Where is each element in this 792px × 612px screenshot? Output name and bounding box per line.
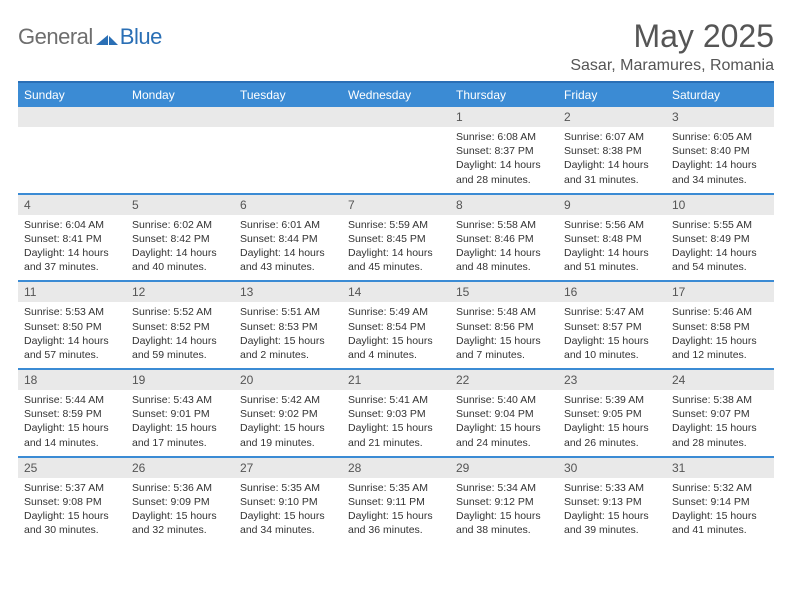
day-number-cell: 15 [450,281,558,302]
day-details-row: Sunrise: 6:04 AM Sunset: 8:41 PM Dayligh… [18,215,774,282]
day-details-cell: Sunrise: 5:58 AM Sunset: 8:46 PM Dayligh… [450,215,558,282]
day-number-cell: 19 [126,369,234,390]
day-number-cell: 1 [450,107,558,127]
day-details-cell: Sunrise: 6:01 AM Sunset: 8:44 PM Dayligh… [234,215,342,282]
day-details-row: Sunrise: 5:44 AM Sunset: 8:59 PM Dayligh… [18,390,774,457]
day-details-cell: Sunrise: 5:48 AM Sunset: 8:56 PM Dayligh… [450,302,558,369]
dayhead-sat: Saturday [666,82,774,107]
day-number-cell: 8 [450,194,558,215]
day-number-cell: 29 [450,457,558,478]
day-number-cell: 2 [558,107,666,127]
day-number-cell: 13 [234,281,342,302]
calendar-body: 123Sunrise: 6:08 AM Sunset: 8:37 PM Dayl… [18,107,774,543]
day-number-cell: 18 [18,369,126,390]
day-details-cell: Sunrise: 5:53 AM Sunset: 8:50 PM Dayligh… [18,302,126,369]
title-block: May 2025 Sasar, Maramures, Romania [570,18,774,75]
day-details-cell: Sunrise: 5:40 AM Sunset: 9:04 PM Dayligh… [450,390,558,457]
day-details-cell: Sunrise: 5:32 AM Sunset: 9:14 PM Dayligh… [666,478,774,544]
day-details-cell [18,127,126,194]
day-number-cell [342,107,450,127]
day-details-cell: Sunrise: 5:56 AM Sunset: 8:48 PM Dayligh… [558,215,666,282]
logo-triangle-icon [96,29,118,45]
day-details-cell: Sunrise: 5:55 AM Sunset: 8:49 PM Dayligh… [666,215,774,282]
day-number-cell: 30 [558,457,666,478]
day-number-cell: 14 [342,281,450,302]
day-number-cell: 11 [18,281,126,302]
day-number-row: 18192021222324 [18,369,774,390]
day-number-cell: 20 [234,369,342,390]
day-number-cell: 28 [342,457,450,478]
day-details-cell: Sunrise: 5:42 AM Sunset: 9:02 PM Dayligh… [234,390,342,457]
day-number-cell: 5 [126,194,234,215]
day-number-cell: 27 [234,457,342,478]
day-details-cell: Sunrise: 5:46 AM Sunset: 8:58 PM Dayligh… [666,302,774,369]
header: General Blue May 2025 Sasar, Maramures, … [18,18,774,75]
day-details-cell [342,127,450,194]
day-details-cell: Sunrise: 5:33 AM Sunset: 9:13 PM Dayligh… [558,478,666,544]
day-details-cell: Sunrise: 5:38 AM Sunset: 9:07 PM Dayligh… [666,390,774,457]
day-number-cell: 22 [450,369,558,390]
day-number-cell: 24 [666,369,774,390]
day-number-cell: 7 [342,194,450,215]
day-number-cell [126,107,234,127]
day-number-cell: 21 [342,369,450,390]
day-number-cell: 3 [666,107,774,127]
day-details-cell: Sunrise: 6:02 AM Sunset: 8:42 PM Dayligh… [126,215,234,282]
day-number-cell: 26 [126,457,234,478]
logo-text-general: General [18,24,93,50]
logo-text-blue: Blue [120,24,162,50]
day-details-row: Sunrise: 6:08 AM Sunset: 8:37 PM Dayligh… [18,127,774,194]
calendar-table: Sunday Monday Tuesday Wednesday Thursday… [18,81,774,543]
day-details-cell: Sunrise: 5:36 AM Sunset: 9:09 PM Dayligh… [126,478,234,544]
day-details-cell: Sunrise: 6:05 AM Sunset: 8:40 PM Dayligh… [666,127,774,194]
month-title: May 2025 [570,18,774,55]
day-header-row: Sunday Monday Tuesday Wednesday Thursday… [18,82,774,107]
day-number-row: 11121314151617 [18,281,774,302]
day-details-cell: Sunrise: 5:41 AM Sunset: 9:03 PM Dayligh… [342,390,450,457]
day-details-cell: Sunrise: 5:37 AM Sunset: 9:08 PM Dayligh… [18,478,126,544]
day-details-cell: Sunrise: 5:43 AM Sunset: 9:01 PM Dayligh… [126,390,234,457]
day-number-cell: 9 [558,194,666,215]
day-details-row: Sunrise: 5:37 AM Sunset: 9:08 PM Dayligh… [18,478,774,544]
day-details-cell: Sunrise: 6:07 AM Sunset: 8:38 PM Dayligh… [558,127,666,194]
day-number-cell: 31 [666,457,774,478]
day-details-cell: Sunrise: 5:44 AM Sunset: 8:59 PM Dayligh… [18,390,126,457]
day-number-cell: 25 [18,457,126,478]
day-number-row: 123 [18,107,774,127]
logo: General Blue [18,24,162,50]
dayhead-mon: Monday [126,82,234,107]
location: Sasar, Maramures, Romania [570,57,774,75]
day-number-cell: 12 [126,281,234,302]
day-details-cell: Sunrise: 5:39 AM Sunset: 9:05 PM Dayligh… [558,390,666,457]
day-details-cell: Sunrise: 5:59 AM Sunset: 8:45 PM Dayligh… [342,215,450,282]
day-number-cell: 23 [558,369,666,390]
day-number-cell: 6 [234,194,342,215]
day-details-cell: Sunrise: 5:35 AM Sunset: 9:10 PM Dayligh… [234,478,342,544]
day-number-cell: 16 [558,281,666,302]
day-details-cell: Sunrise: 6:04 AM Sunset: 8:41 PM Dayligh… [18,215,126,282]
day-number-cell: 17 [666,281,774,302]
day-details-cell [126,127,234,194]
day-number-cell [18,107,126,127]
day-number-cell: 10 [666,194,774,215]
day-number-cell: 4 [18,194,126,215]
dayhead-fri: Friday [558,82,666,107]
dayhead-sun: Sunday [18,82,126,107]
dayhead-thu: Thursday [450,82,558,107]
day-details-row: Sunrise: 5:53 AM Sunset: 8:50 PM Dayligh… [18,302,774,369]
dayhead-tue: Tuesday [234,82,342,107]
day-details-cell: Sunrise: 5:52 AM Sunset: 8:52 PM Dayligh… [126,302,234,369]
day-details-cell: Sunrise: 6:08 AM Sunset: 8:37 PM Dayligh… [450,127,558,194]
day-number-cell [234,107,342,127]
day-details-cell [234,127,342,194]
day-details-cell: Sunrise: 5:47 AM Sunset: 8:57 PM Dayligh… [558,302,666,369]
day-details-cell: Sunrise: 5:35 AM Sunset: 9:11 PM Dayligh… [342,478,450,544]
day-number-row: 25262728293031 [18,457,774,478]
dayhead-wed: Wednesday [342,82,450,107]
day-details-cell: Sunrise: 5:51 AM Sunset: 8:53 PM Dayligh… [234,302,342,369]
day-details-cell: Sunrise: 5:34 AM Sunset: 9:12 PM Dayligh… [450,478,558,544]
day-number-row: 45678910 [18,194,774,215]
day-details-cell: Sunrise: 5:49 AM Sunset: 8:54 PM Dayligh… [342,302,450,369]
